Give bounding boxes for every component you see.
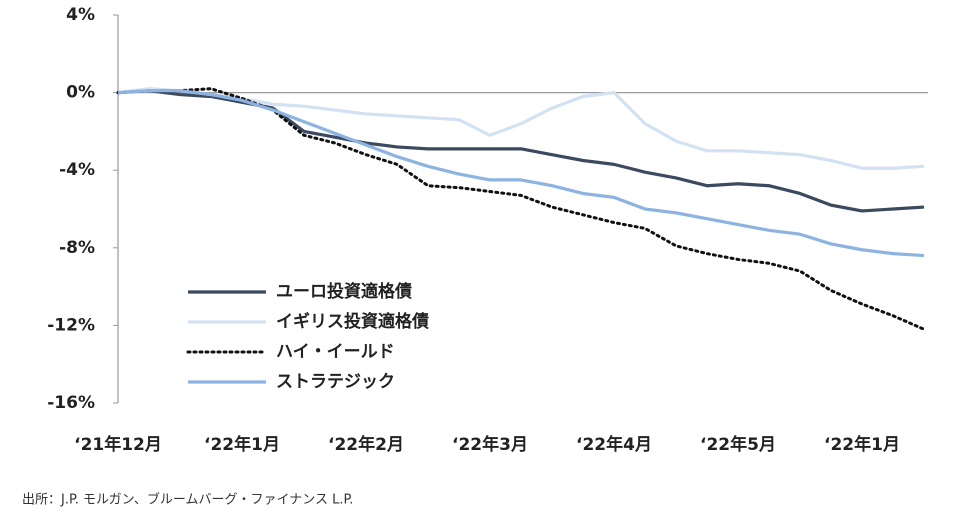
series-line xyxy=(117,87,925,170)
x-tick-label: ‘22年4月 xyxy=(576,434,652,455)
x-tick-label: ‘22年5月 xyxy=(700,434,776,455)
y-tick-label: -4% xyxy=(59,160,95,180)
legend-label: ストラテジック xyxy=(276,372,395,392)
source-note: 出所：J.P. モルガン、ブルームバーグ・ファイナンス L.P. xyxy=(22,492,353,508)
series-line xyxy=(117,89,925,213)
legend-label: ハイ・イールド xyxy=(276,342,395,362)
x-tick-label: ‘22年3月 xyxy=(452,434,528,455)
y-tick-label: -16% xyxy=(47,393,95,413)
x-tick-label: ‘22年2月 xyxy=(328,434,404,455)
legend-label: ユーロ投資適格債 xyxy=(276,281,412,302)
y-tick-label: -12% xyxy=(47,315,95,335)
y-tick-label: 0% xyxy=(66,83,95,103)
y-tick-label: -8% xyxy=(59,238,95,258)
x-tick-label: ‘22年1月 xyxy=(824,434,900,455)
x-tick-label: ‘22年1月 xyxy=(204,434,280,455)
series-line xyxy=(117,89,925,258)
legend-label: イギリス投資適格債 xyxy=(276,311,429,332)
y-tick-label: 4% xyxy=(66,5,95,25)
x-tick-label: ‘21年12月 xyxy=(74,434,162,455)
